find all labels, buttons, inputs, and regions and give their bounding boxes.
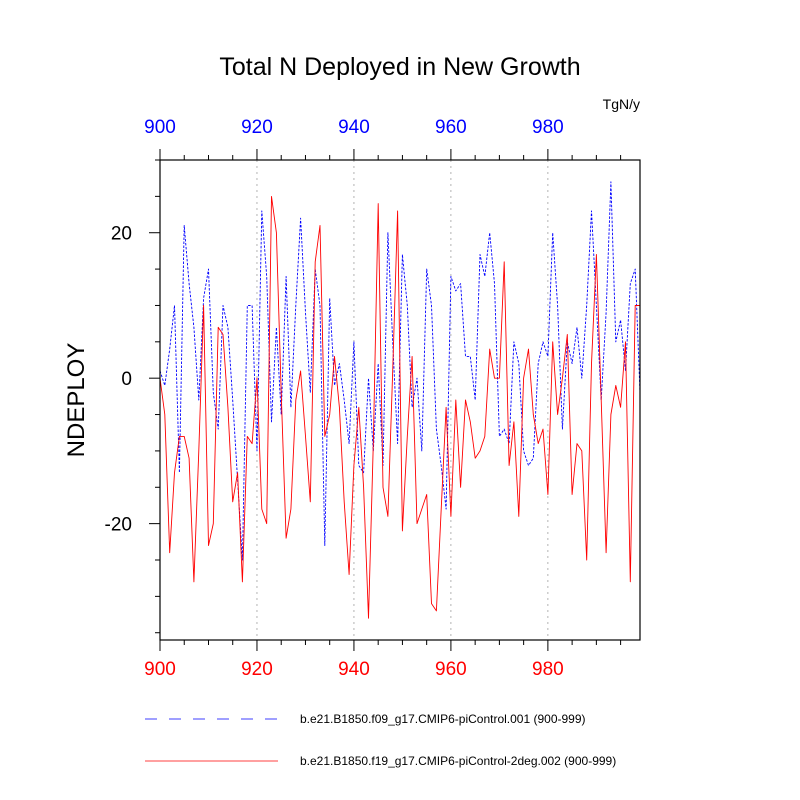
x-tick-label-top: 920 — [241, 117, 273, 138]
series-line-2 — [160, 195, 640, 619]
units-label: TgN/y — [603, 96, 640, 112]
plot-frame — [159, 159, 641, 641]
legend: b.e21.B1850.f09_g17.CMIP6-piControl.001 … — [145, 712, 616, 768]
grid-lines — [256, 160, 549, 640]
series-line-1 — [160, 181, 640, 561]
chart-title: Total N Deployed in New Growth — [219, 53, 580, 81]
x-tick-label-top: 960 — [435, 117, 467, 138]
y-tick-label: 20 — [111, 224, 132, 245]
y-tick-label: 0 — [121, 369, 132, 390]
x-tick-label-bottom: 980 — [532, 659, 564, 680]
y-axis-label: NDEPLOY — [63, 343, 90, 458]
x-tick-label-bottom: 940 — [338, 659, 370, 680]
legend-entry-2: b.e21.B1850.f19_g17.CMIP6-piControl-2deg… — [300, 754, 616, 768]
y-tick-label: -20 — [105, 515, 132, 536]
x-tick-label-top: 980 — [532, 117, 564, 138]
x-tick-label-top: 900 — [144, 117, 176, 138]
x-tick-label-bottom: 900 — [144, 659, 176, 680]
x-tick-label-bottom: 960 — [435, 659, 467, 680]
tick-labels: 900 900 920 920 940 940 960 960 980 980 -20 0 20 — [105, 117, 564, 680]
x-tick-label-bottom: 920 — [241, 659, 273, 680]
x-tick-label-top: 940 — [338, 117, 370, 138]
legend-entry-1: b.e21.B1850.f09_g17.CMIP6-piControl.001 … — [300, 712, 586, 726]
axis-ticks — [149, 149, 622, 651]
series-lines — [160, 181, 640, 619]
